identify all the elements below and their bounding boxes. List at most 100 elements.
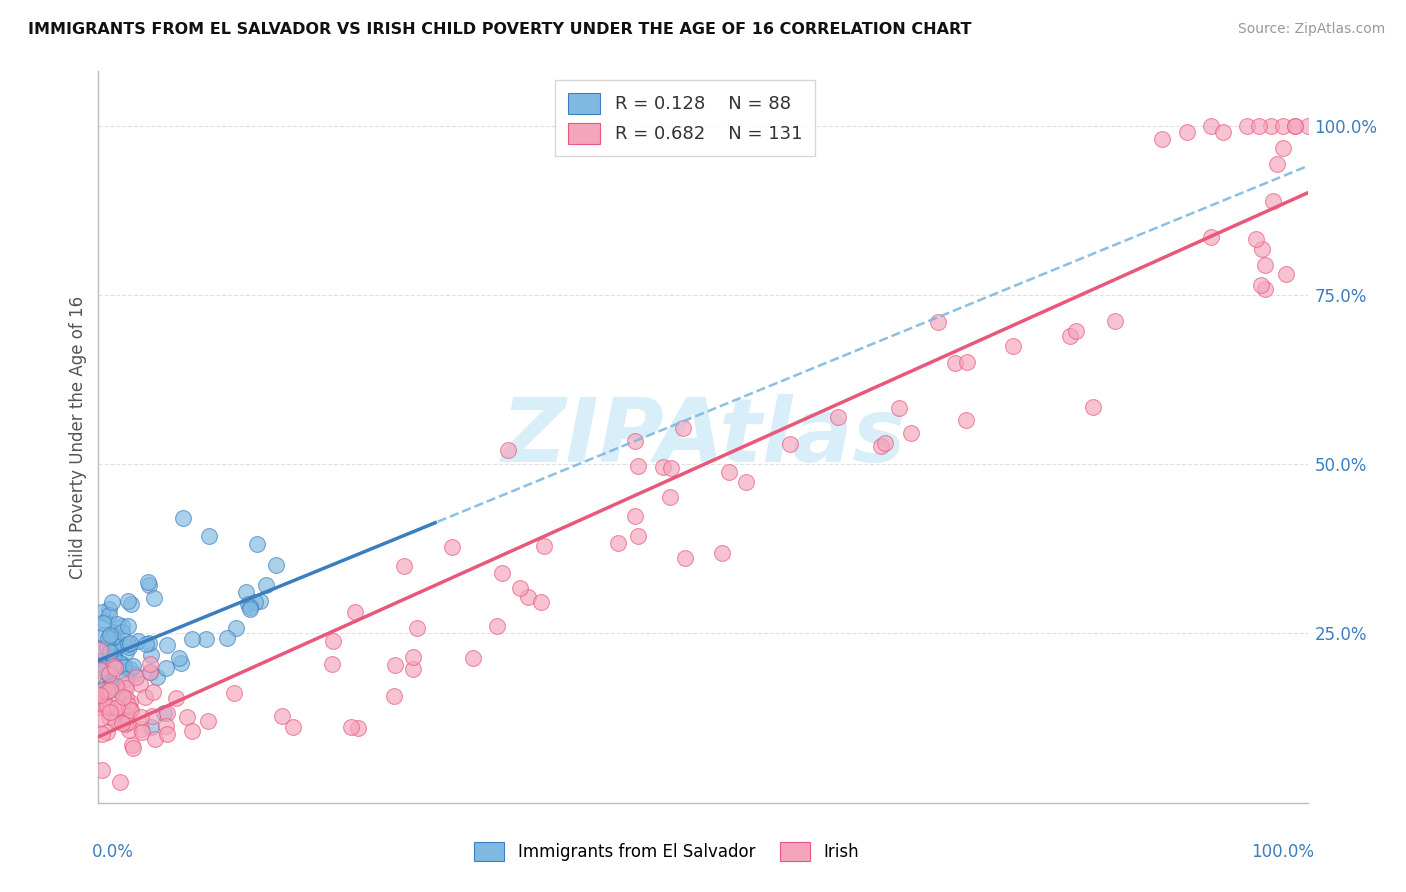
- Point: [1244, 231, 1267, 245]
- Point: [98, 700, 121, 714]
- Point: [239, 601, 262, 615]
- Point: [138, 575, 160, 590]
- Point: [735, 475, 758, 489]
- Point: [89, 654, 111, 668]
- Point: [104, 714, 127, 728]
- Text: 0.0%: 0.0%: [91, 843, 134, 861]
- Point: [98, 680, 121, 694]
- Point: [120, 662, 142, 676]
- Point: [112, 690, 135, 705]
- Point: [114, 716, 136, 731]
- Point: [155, 719, 177, 733]
- Point: [118, 723, 141, 738]
- Point: [114, 691, 136, 706]
- Point: [235, 584, 257, 599]
- Text: 100.0%: 100.0%: [1251, 843, 1315, 861]
- Point: [115, 645, 138, 659]
- Point: [142, 685, 165, 699]
- Point: [710, 546, 733, 560]
- Point: [120, 703, 142, 717]
- Point: [392, 559, 415, 574]
- Point: [1064, 324, 1087, 338]
- Point: [107, 682, 129, 697]
- Point: [100, 595, 122, 609]
- Point: [955, 413, 977, 427]
- Point: [606, 536, 628, 550]
- Point: [322, 634, 344, 648]
- Point: [138, 577, 160, 591]
- Point: [1272, 119, 1295, 133]
- Point: [117, 698, 139, 713]
- Point: [98, 682, 121, 697]
- Point: [103, 637, 125, 651]
- Point: [1272, 141, 1295, 155]
- Point: [270, 709, 292, 723]
- Point: [117, 618, 139, 632]
- Point: [129, 709, 152, 723]
- Point: [139, 665, 162, 679]
- Point: [94, 614, 117, 628]
- Point: [222, 686, 245, 700]
- Point: [1284, 119, 1306, 133]
- Point: [120, 695, 142, 709]
- Point: [90, 710, 112, 724]
- Text: Source: ZipAtlas.com: Source: ZipAtlas.com: [1237, 22, 1385, 37]
- Point: [509, 581, 531, 595]
- Point: [143, 731, 166, 746]
- Point: [672, 420, 695, 434]
- Point: [120, 597, 142, 611]
- Point: [491, 566, 513, 581]
- Point: [112, 660, 135, 674]
- Point: [624, 434, 647, 449]
- Point: [181, 723, 204, 738]
- Point: [97, 684, 120, 698]
- Point: [779, 436, 801, 450]
- Point: [887, 401, 910, 415]
- Point: [652, 460, 675, 475]
- Point: [165, 690, 187, 705]
- Point: [93, 681, 115, 696]
- Point: [155, 661, 177, 675]
- Point: [115, 672, 138, 686]
- Point: [1254, 282, 1277, 296]
- Point: [122, 667, 145, 681]
- Point: [675, 551, 697, 566]
- Point: [94, 660, 117, 674]
- Point: [142, 591, 165, 605]
- Point: [956, 355, 979, 369]
- Point: [105, 701, 128, 715]
- Point: [91, 690, 114, 704]
- Point: [225, 621, 247, 635]
- Point: [139, 657, 162, 672]
- Point: [401, 662, 423, 676]
- Point: [129, 722, 152, 736]
- Point: [627, 459, 650, 474]
- Point: [172, 511, 194, 525]
- Point: [1212, 125, 1234, 139]
- Point: [100, 705, 122, 719]
- Point: [1250, 242, 1272, 256]
- Point: [100, 642, 122, 657]
- Point: [134, 690, 156, 705]
- Legend: Immigrants from El Salvador, Irish: Immigrants from El Salvador, Irish: [468, 835, 866, 868]
- Point: [1250, 278, 1272, 293]
- Point: [117, 594, 139, 608]
- Point: [93, 628, 115, 642]
- Point: [121, 738, 143, 752]
- Point: [321, 657, 343, 671]
- Y-axis label: Child Poverty Under the Age of 16: Child Poverty Under the Age of 16: [69, 295, 87, 579]
- Point: [89, 664, 111, 678]
- Point: [96, 725, 118, 739]
- Point: [96, 698, 118, 713]
- Point: [98, 628, 121, 642]
- Point: [1104, 314, 1126, 328]
- Point: [870, 439, 893, 453]
- Point: [89, 643, 111, 657]
- Point: [101, 658, 124, 673]
- Point: [111, 625, 134, 640]
- Point: [96, 641, 118, 656]
- Point: [128, 677, 150, 691]
- Point: [245, 595, 267, 609]
- Point: [382, 689, 405, 703]
- Point: [110, 657, 132, 671]
